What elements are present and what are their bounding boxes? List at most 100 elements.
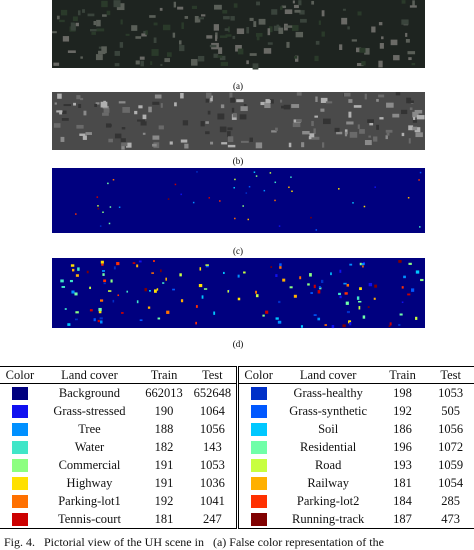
- texture: [74, 292, 78, 296]
- texture: [89, 29, 97, 32]
- texture: [291, 190, 293, 193]
- texture: [205, 264, 209, 268]
- test-count: 1056: [438, 421, 464, 436]
- train-count: 187: [393, 511, 412, 526]
- land-cover: Parking-lot2: [296, 493, 360, 508]
- texture: [59, 110, 63, 115]
- texture: [351, 39, 357, 42]
- table-row: Water 182 143 Residential 196 1072: [0, 438, 474, 456]
- texture: [318, 286, 321, 289]
- texture: [401, 301, 404, 304]
- texture: [278, 27, 284, 34]
- texture: [70, 264, 75, 267]
- texture: [219, 55, 226, 61]
- texture: [357, 124, 360, 129]
- texture: [119, 42, 124, 48]
- texture: [87, 13, 95, 17]
- texture: [405, 38, 410, 43]
- texture: [205, 121, 209, 124]
- land-cover: Background: [58, 385, 121, 400]
- texture: [398, 260, 402, 263]
- column-header: Test: [188, 366, 238, 384]
- texture: [419, 226, 421, 228]
- texture: [408, 57, 412, 61]
- texture: [415, 316, 418, 320]
- test-count: 1072: [438, 439, 464, 454]
- texture: [136, 300, 139, 304]
- texture: [260, 101, 268, 106]
- texture: [121, 127, 126, 130]
- texture: [242, 205, 244, 207]
- texture: [99, 225, 102, 227]
- texture: [80, 56, 83, 59]
- texture: [296, 92, 302, 96]
- table-row: Highway 191 1036 Railway 181 1054: [0, 474, 474, 492]
- texture: [249, 17, 254, 22]
- swatch-cell: [0, 402, 40, 420]
- texture: [407, 293, 411, 296]
- texture: [213, 53, 219, 58]
- texture: [162, 282, 165, 284]
- texture: [101, 46, 107, 54]
- texture: [282, 278, 286, 282]
- texture: [105, 123, 112, 128]
- texture: [324, 324, 327, 326]
- land-cover-table: Color Land cover Train Test Color Land cover T…: [0, 366, 474, 529]
- texture: [180, 299, 184, 303]
- texture: [292, 122, 301, 128]
- texture: [116, 3, 125, 11]
- texture: [89, 309, 93, 312]
- texture: [255, 142, 263, 149]
- panel-label: (b): [233, 156, 244, 166]
- texture: [75, 22, 79, 27]
- color-swatch: [250, 441, 267, 455]
- texture: [296, 119, 302, 123]
- swatch-cell: [235, 383, 279, 402]
- texture: [99, 317, 103, 320]
- texture: [233, 3, 238, 8]
- texture: [230, 16, 235, 21]
- texture: [82, 9, 85, 13]
- texture: [412, 111, 419, 118]
- test-count: 505: [441, 403, 461, 418]
- texture: [134, 110, 138, 115]
- texture: [135, 60, 140, 65]
- texture: [97, 207, 100, 210]
- texture: [197, 55, 205, 62]
- texture: [205, 131, 210, 135]
- texture: [159, 7, 163, 11]
- texture: [378, 22, 383, 26]
- column-header: Land cover: [39, 366, 140, 384]
- texture: [230, 97, 236, 103]
- texture: [180, 193, 182, 196]
- texture: [283, 104, 291, 110]
- texture: [263, 48, 272, 54]
- texture: [114, 50, 121, 56]
- texture: [408, 125, 414, 131]
- texture: [255, 294, 259, 298]
- texture: [97, 319, 100, 323]
- test-count: 143: [202, 439, 222, 454]
- texture: [237, 48, 244, 55]
- texture: [108, 222, 111, 225]
- texture: [420, 278, 424, 282]
- texture: [263, 189, 266, 192]
- texture: [412, 126, 418, 131]
- texture: [378, 94, 385, 98]
- texture: [147, 306, 151, 309]
- texture: [135, 36, 142, 39]
- texture: [72, 16, 78, 22]
- texture: [407, 51, 416, 55]
- texture: [78, 103, 82, 109]
- texture: [300, 325, 304, 328]
- texture: [181, 22, 184, 30]
- texture: [154, 94, 162, 99]
- texture: [278, 300, 281, 304]
- texture: [195, 321, 197, 325]
- texture: [98, 307, 102, 312]
- texture: [220, 61, 229, 66]
- texture: [222, 10, 228, 14]
- train-count: 182: [154, 439, 174, 454]
- texture: [275, 127, 278, 132]
